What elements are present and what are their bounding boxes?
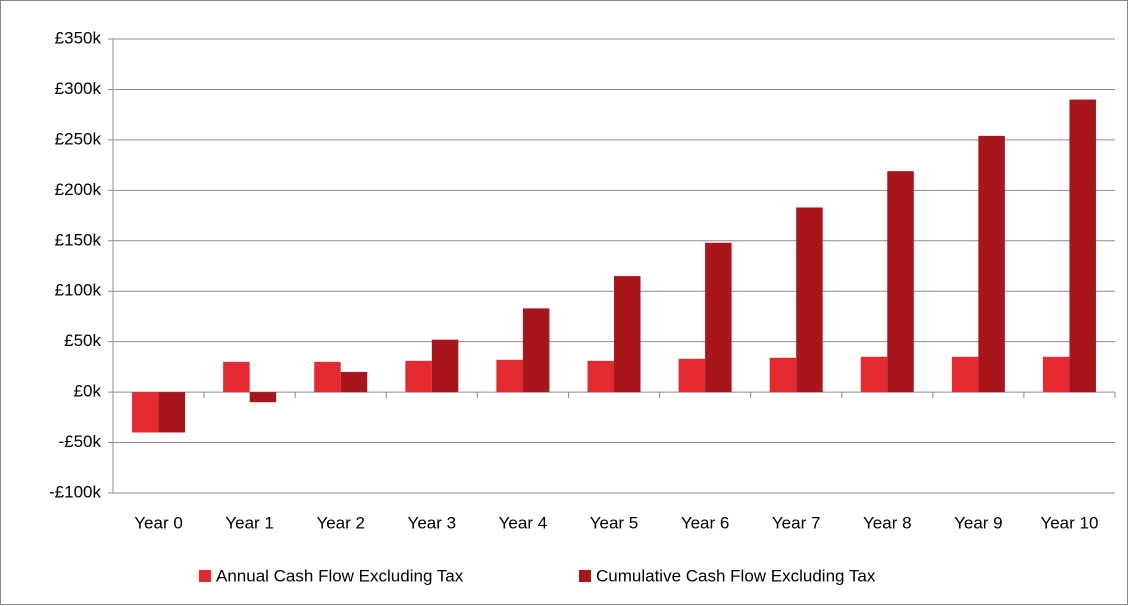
y-tick-label: £50k bbox=[64, 331, 101, 350]
y-tick-label: £200k bbox=[55, 180, 102, 199]
y-tick-label: £0k bbox=[74, 382, 102, 401]
x-tick-label: Year 3 bbox=[408, 513, 457, 532]
bar bbox=[158, 392, 186, 433]
x-tick-label: Year 0 bbox=[134, 513, 183, 532]
bar bbox=[860, 356, 888, 393]
bar bbox=[522, 308, 550, 393]
bar bbox=[431, 339, 459, 393]
bar bbox=[249, 392, 277, 403]
y-tick-label: £150k bbox=[55, 230, 102, 249]
bar bbox=[587, 360, 614, 393]
y-tick-label: -£50k bbox=[58, 432, 101, 451]
bar bbox=[887, 171, 914, 393]
y-tick-label: £350k bbox=[55, 28, 102, 47]
bar bbox=[340, 371, 368, 393]
legend-swatch bbox=[579, 570, 591, 582]
bar bbox=[705, 242, 732, 393]
bar bbox=[978, 135, 1005, 393]
bar bbox=[1069, 99, 1096, 393]
x-tick-label: Year 10 bbox=[1040, 513, 1098, 532]
bar bbox=[223, 361, 250, 393]
bar bbox=[314, 361, 341, 393]
bar bbox=[769, 357, 797, 393]
x-tick-label: Year 9 bbox=[954, 513, 1003, 532]
y-tick-label: £100k bbox=[55, 281, 102, 300]
legend-swatch bbox=[199, 570, 211, 582]
y-tick-label: -£100k bbox=[49, 482, 101, 501]
bar bbox=[1042, 356, 1070, 393]
x-tick-label: Year 8 bbox=[863, 513, 912, 532]
x-tick-label: Year 1 bbox=[225, 513, 274, 532]
bar bbox=[405, 360, 432, 393]
x-tick-label: Year 6 bbox=[681, 513, 730, 532]
x-tick-label: Year 7 bbox=[772, 513, 821, 532]
y-tick-label: £250k bbox=[55, 129, 102, 148]
legend-label: Annual Cash Flow Excluding Tax bbox=[216, 566, 464, 585]
bar bbox=[496, 359, 523, 393]
y-tick-label: £300k bbox=[55, 79, 102, 98]
bar bbox=[796, 207, 823, 393]
legend-label: Cumulative Cash Flow Excluding Tax bbox=[596, 566, 876, 585]
bar bbox=[614, 276, 641, 393]
bar bbox=[132, 392, 159, 433]
x-tick-label: Year 2 bbox=[316, 513, 365, 532]
bar bbox=[678, 358, 706, 393]
x-tick-label: Year 5 bbox=[590, 513, 639, 532]
x-tick-label: Year 4 bbox=[499, 513, 548, 532]
bar bbox=[951, 356, 979, 393]
